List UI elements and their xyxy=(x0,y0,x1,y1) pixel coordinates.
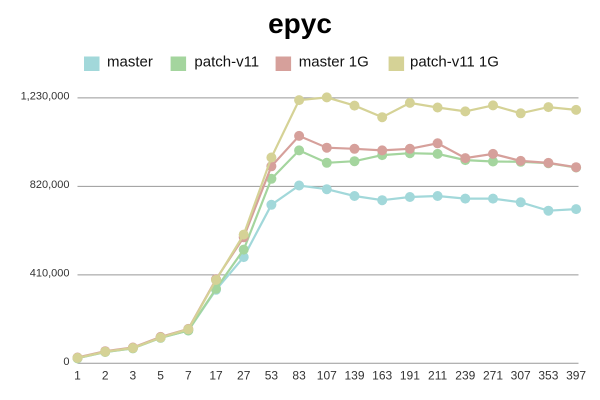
svg-text:53: 53 xyxy=(265,369,279,383)
svg-text:353: 353 xyxy=(538,369,558,383)
svg-text:master 1G: master 1G xyxy=(299,54,369,71)
svg-text:epyc: epyc xyxy=(268,8,332,39)
svg-text:397: 397 xyxy=(566,369,586,383)
svg-text:410,000: 410,000 xyxy=(30,268,70,280)
svg-text:271: 271 xyxy=(483,369,503,383)
svg-text:239: 239 xyxy=(455,369,475,383)
svg-text:0: 0 xyxy=(63,356,69,368)
svg-text:master: master xyxy=(107,54,153,71)
svg-text:83: 83 xyxy=(292,369,306,383)
svg-text:820,000: 820,000 xyxy=(30,179,70,191)
svg-text:139: 139 xyxy=(344,369,364,383)
svg-text:7: 7 xyxy=(185,369,192,383)
svg-text:17: 17 xyxy=(209,369,223,383)
svg-text:5: 5 xyxy=(157,369,164,383)
svg-text:patch-v11: patch-v11 xyxy=(194,54,259,71)
svg-text:2: 2 xyxy=(102,369,109,383)
svg-text:191: 191 xyxy=(400,369,420,383)
svg-text:307: 307 xyxy=(511,369,531,383)
svg-text:27: 27 xyxy=(237,369,251,383)
svg-text:163: 163 xyxy=(372,369,392,383)
svg-text:1: 1 xyxy=(74,369,81,383)
svg-text:107: 107 xyxy=(317,369,337,383)
svg-text:3: 3 xyxy=(130,369,137,383)
svg-text:211: 211 xyxy=(428,369,447,383)
svg-text:1,230,000: 1,230,000 xyxy=(21,91,70,103)
svg-text:patch-v11 1G: patch-v11 1G xyxy=(410,54,499,71)
